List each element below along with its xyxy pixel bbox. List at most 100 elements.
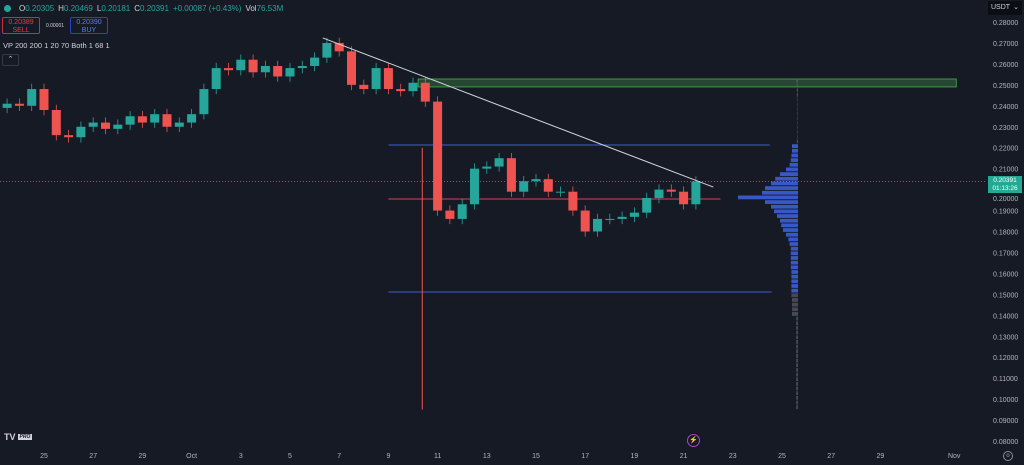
chevron-down-icon: ⌄	[1013, 4, 1019, 11]
volume-profile-row	[762, 190, 798, 195]
y-tick-label: 0.12000	[993, 355, 1018, 362]
candle-body	[654, 189, 664, 198]
volume-profile-row	[792, 302, 798, 307]
candle-body	[593, 218, 602, 232]
x-tick-label: 17	[581, 453, 589, 460]
lightning-icon[interactable]: ⚡	[687, 434, 700, 447]
x-tick-label: Nov	[948, 453, 961, 460]
y-tick-label: 0.17000	[993, 250, 1018, 257]
x-tick-label: 19	[631, 453, 639, 460]
candle-body	[51, 109, 61, 136]
x-tick-label: 23	[729, 453, 737, 460]
candle-body	[236, 59, 246, 71]
tv-logo-icon: TV	[4, 432, 16, 442]
x-tick-label: 21	[680, 453, 688, 460]
volume-profile-row	[775, 176, 798, 181]
candle-body	[174, 122, 184, 127]
spread-value: 0.00001	[45, 22, 65, 29]
volume-profile-row	[791, 293, 798, 298]
sell-label: SELL	[12, 27, 30, 34]
settings-icon[interactable]: ⚙	[1003, 451, 1013, 461]
volume-profile-row	[771, 204, 798, 209]
volume-profile-row	[796, 340, 798, 344]
candle-body	[470, 168, 479, 205]
volume-profile-row	[796, 354, 798, 358]
indicator-legend-volume-profile[interactable]: VP 200 200 1 20 70 Both 1 68 1	[3, 41, 110, 50]
trade-panel: 0.20389 SELL 0.00001 0.20390 BUY	[2, 17, 108, 34]
volume-profile-row	[796, 395, 798, 400]
x-tick-label: 5	[288, 453, 292, 460]
candle-body	[285, 68, 295, 77]
y-tick-label: 0.11000	[993, 376, 1018, 383]
volume-profile-row	[792, 148, 798, 153]
x-tick-label: 25	[40, 453, 48, 460]
y-tick-label: 0.14000	[993, 313, 1018, 320]
volume-profile-row	[796, 372, 798, 377]
volume-profile-row	[797, 120, 798, 125]
candle-body	[519, 181, 529, 192]
currency-label: USDT	[991, 4, 1011, 11]
candle-body	[248, 59, 258, 73]
volume-profile-row	[790, 246, 798, 251]
x-tick-label: 7	[337, 453, 341, 460]
tradingview-logo[interactable]: TV PRO	[4, 432, 33, 442]
volume-profile-row	[738, 195, 798, 200]
current-price: 0.20391	[993, 177, 1017, 184]
candle-body	[506, 158, 516, 192]
y-tick-label: 0.27000	[993, 41, 1018, 48]
candle-body	[211, 68, 221, 90]
candle-body	[297, 65, 307, 69]
candle-body	[101, 122, 110, 129]
volume-profile-row	[796, 92, 798, 97]
volume-profile-row	[796, 405, 798, 410]
volume-profile-row	[792, 312, 798, 316]
volume-profile-row	[796, 358, 798, 363]
volume-profile-row	[790, 256, 798, 260]
volume-profile-row	[771, 181, 798, 186]
currency-selector[interactable]: USDT ⌄	[988, 1, 1022, 15]
buy-label: BUY	[81, 27, 97, 34]
volume-profile-row	[790, 260, 798, 265]
x-tick-label: 29	[877, 453, 885, 460]
volume-profile-row	[797, 97, 798, 102]
x-tick-label: 27	[827, 453, 835, 460]
candle-body	[187, 114, 197, 123]
sell-button[interactable]: 0.20389 SELL	[2, 17, 40, 34]
y-tick-label: 0.08000	[993, 439, 1018, 446]
volume-profile-row	[796, 368, 798, 372]
legend-high: H0.20469	[58, 4, 93, 13]
volume-profile-row	[797, 106, 798, 111]
candle-body	[482, 166, 492, 169]
volume-profile-row	[791, 270, 798, 274]
volume-profile-row	[796, 78, 798, 83]
volume-profile-row	[789, 242, 798, 246]
buy-button[interactable]: 0.20390 BUY	[70, 17, 108, 34]
x-tick-label: 27	[89, 453, 97, 460]
candle-body	[137, 116, 147, 123]
candle-body	[125, 116, 135, 125]
y-tick-label: 0.13000	[993, 334, 1018, 341]
volume-profile-row	[786, 167, 798, 172]
y-tick-label: 0.15000	[993, 292, 1018, 299]
legend-volume: Vol76.53M	[245, 4, 284, 13]
legend-close: C0.20391	[134, 4, 169, 13]
y-tick-label: 0.22000	[993, 146, 1018, 153]
candle-body	[224, 68, 233, 71]
volume-profile-row	[797, 111, 798, 116]
x-tick-label: 11	[434, 453, 441, 460]
candle-body	[494, 158, 504, 167]
volume-profile-row	[796, 400, 798, 405]
x-tick-label: 25	[778, 453, 786, 460]
volume-profile-row	[792, 307, 798, 312]
volume-profile-row	[796, 335, 798, 340]
candle-body	[556, 191, 566, 193]
volume-profile-row	[796, 316, 798, 321]
candle-body	[2, 103, 12, 108]
collapse-legend-button[interactable]: ⌃	[2, 54, 19, 66]
volume-profile-row	[791, 288, 798, 293]
volume-profile-row	[790, 158, 798, 162]
candle-body	[568, 191, 578, 211]
candle-body	[310, 57, 320, 66]
y-tick-label: 0.21000	[993, 167, 1018, 174]
